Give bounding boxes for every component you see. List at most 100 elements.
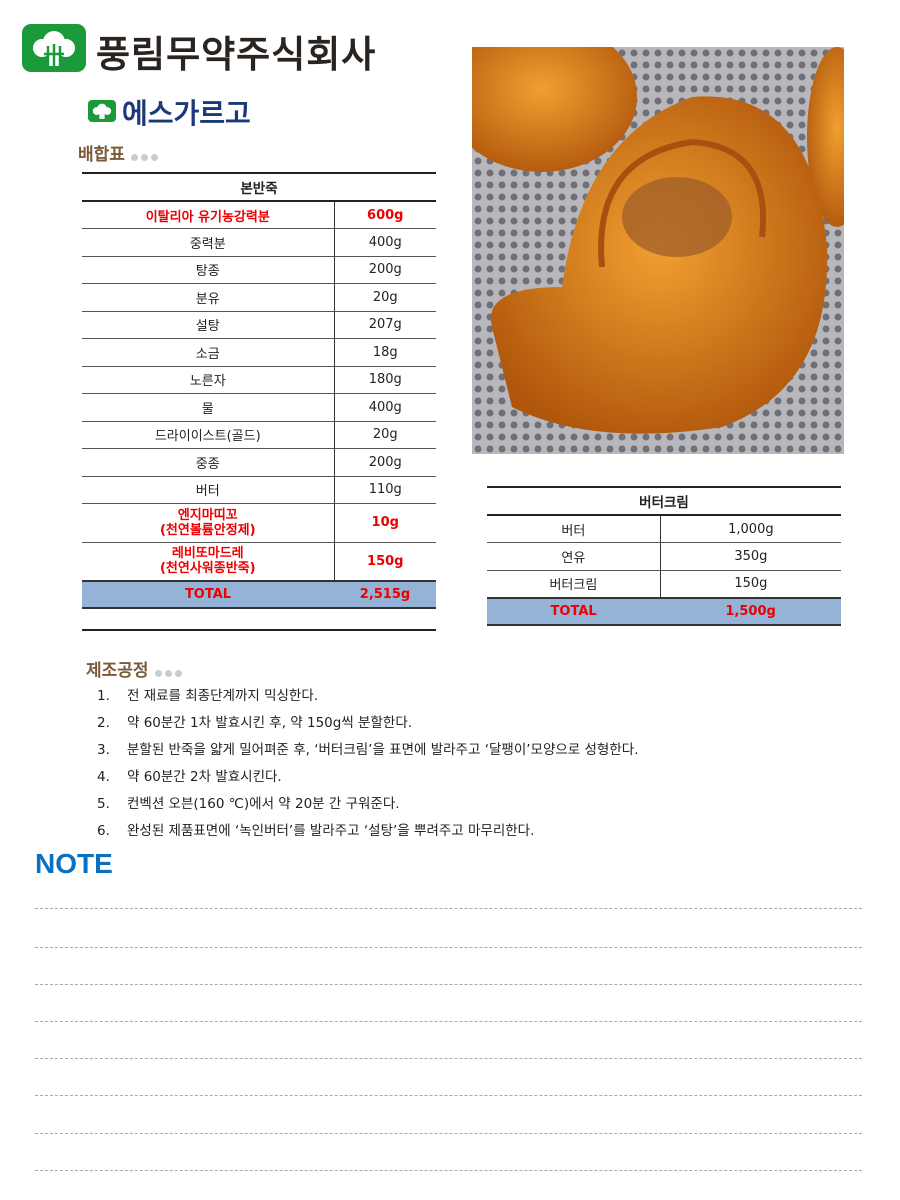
- ingredient-amount: 20g: [334, 283, 436, 312]
- dots-decoration: [154, 662, 185, 682]
- table-row: 노른자 180g: [82, 366, 436, 394]
- process-step: 6. 완성된 제품표면에 ‘녹인버터’를 발라주고 ‘설탕’을 뿌려주고 마무리한…: [97, 821, 639, 848]
- table-row: 중종 200g: [82, 448, 436, 477]
- table-row: 드라이이스트(골드) 20g: [82, 421, 436, 449]
- step-text: 완성된 제품표면에 ‘녹인버터’를 발라주고 ‘설탕’을 뿌려주고 마무리한다.: [127, 823, 535, 839]
- ingredient-label: 소금: [195, 346, 220, 362]
- ingredient-label: 탕종: [195, 264, 220, 280]
- table-row: 버터 110g: [82, 476, 436, 504]
- table-title: 버터크림: [487, 486, 841, 516]
- ingredient-amount: 350g: [660, 542, 841, 571]
- step-number: 5.: [97, 796, 110, 812]
- ingredient-name: 연유: [487, 542, 661, 571]
- note-line: [35, 908, 862, 909]
- table-row: 물 400g: [82, 393, 436, 422]
- ingredient-name: 버터: [487, 515, 661, 543]
- ingredient-label: 물: [201, 401, 214, 417]
- ingredient-amount: 10g: [334, 503, 436, 543]
- step-number: 6.: [97, 823, 110, 839]
- step-text: 분할된 반죽을 얇게 밀어펴준 후, ‘버터크림’을 표면에 발라주고 ‘달팽이…: [127, 742, 639, 758]
- total-row: TOTAL 1,500g: [487, 596, 841, 626]
- ingredient-name: 설탕: [82, 311, 335, 339]
- process-step: 5. 컨벡션 오븐(160 ℃)에서 약 20분 간 구워준다.: [97, 794, 639, 821]
- step-number: 4.: [97, 769, 110, 785]
- ingredient-label: 중종: [195, 456, 220, 472]
- product-title: 에스가르고: [122, 97, 251, 130]
- ingredient-label: 드라이이스트(골드): [154, 429, 261, 445]
- step-text: 약 60분간 1차 발효시킨 후, 약 150g씩 분할한다.: [127, 715, 413, 731]
- ingredient-name: 엔지마띠꼬 (천연볼륨안정제): [82, 503, 335, 543]
- process-step: 2. 약 60분간 1차 발효시킨 후, 약 150g씩 분할한다.: [97, 713, 639, 740]
- table-row: 버터크림 150g: [487, 570, 841, 598]
- step-text: 컨벡션 오븐(160 ℃)에서 약 20분 간 구워준다.: [127, 796, 400, 812]
- table-row: 설탕 207g: [82, 311, 436, 339]
- ingredient-name: 탕종: [82, 256, 335, 284]
- ingredient-amount: 200g: [334, 448, 436, 477]
- table-row: 연유 350g: [487, 542, 841, 571]
- ingredient-amount: 150g: [334, 542, 436, 581]
- note-line: [35, 1021, 862, 1022]
- ingredient-label: 설탕: [195, 319, 220, 335]
- ingredient-label: 중력분: [189, 236, 226, 252]
- recipe-section-heading: 배합표: [78, 140, 161, 166]
- table-row: 이탈리아 유기농강력분 600g: [82, 201, 436, 229]
- note-line: [35, 1170, 862, 1171]
- ingredient-label: 이탈리아 유기농강력분: [145, 209, 270, 225]
- ingredient-amount: 207g: [334, 311, 436, 339]
- ingredient-amount: 600g: [334, 201, 436, 229]
- table-bottom-rule: [82, 629, 436, 631]
- process-step: 4. 약 60분간 2차 발효시킨다.: [97, 767, 639, 794]
- note-line: [35, 984, 862, 985]
- ingredient-amount: 400g: [334, 393, 436, 422]
- ingredient-label: 버터: [561, 523, 586, 539]
- ingredient-sublabel: (천연사워종반죽): [159, 561, 256, 576]
- company-name: 풍림무약주식회사: [96, 33, 377, 76]
- process-section-heading: 제조공정: [86, 656, 185, 682]
- ingredient-amount: 18g: [334, 338, 436, 367]
- product-photo: [472, 47, 844, 454]
- ingredient-name: 버터크림: [487, 570, 661, 598]
- total-amount: 2,515g: [334, 579, 436, 609]
- ingredient-name: 버터: [82, 476, 335, 504]
- step-text: 전 재료를 최종단계까지 믹싱한다.: [127, 688, 319, 704]
- ingredient-name: 중종: [82, 448, 335, 477]
- dots-decoration: [130, 146, 161, 166]
- ingredient-label: 버터크림: [549, 578, 598, 593]
- table-row: 엔지마띠꼬 (천연볼륨안정제) 10g: [82, 503, 436, 543]
- process-step: 1. 전 재료를 최종단계까지 믹싱한다.: [97, 686, 639, 713]
- butter-cream-table: 버터크림 버터 1,000g 연유 350g 버터크림 150g TOTAL 1,500g: [487, 486, 841, 626]
- note-line: [35, 1133, 862, 1134]
- ingredient-name: 소금: [82, 338, 335, 367]
- table-row: 버터 1,000g: [487, 515, 841, 543]
- ingredient-amount: 200g: [334, 256, 436, 284]
- company-logo: [22, 24, 86, 72]
- process-heading-text: 제조공정: [86, 661, 149, 681]
- step-number: 1.: [97, 688, 110, 704]
- total-label: TOTAL: [82, 579, 335, 609]
- ingredient-label: 노른자: [189, 374, 226, 390]
- main-dough-table: 본반죽 이탈리아 유기농강력분 600g 중력분 400g 탕종 200g 분유 20g 설탕 2…: [82, 172, 436, 609]
- recipe-heading-text: 배합표: [78, 145, 125, 165]
- table-row: 중력분 400g: [82, 228, 436, 257]
- ingredient-amount: 400g: [334, 228, 436, 257]
- total-row: TOTAL 2,515g: [82, 579, 436, 609]
- process-step: 3. 분할된 반죽을 얇게 밀어펴준 후, ‘버터크림’을 표면에 발라주고 ‘달…: [97, 740, 639, 767]
- ingredient-name: 물: [82, 393, 335, 422]
- ingredient-amount: 150g: [660, 570, 841, 598]
- table-row: 레비또마드레 (천연사워종반죽) 150g: [82, 542, 436, 581]
- process-steps: 1. 전 재료를 최종단계까지 믹싱한다. 2. 약 60분간 1차 발효시킨 후, …: [97, 686, 639, 848]
- ingredient-name: 노른자: [82, 366, 335, 394]
- ingredient-label: 연유: [561, 550, 586, 566]
- ingredient-name: 중력분: [82, 228, 335, 257]
- ingredient-amount: 110g: [334, 476, 436, 504]
- ingredient-name: 분유: [82, 283, 335, 312]
- ingredient-label: 레비또마드레: [171, 546, 244, 561]
- ingredient-amount: 180g: [334, 366, 436, 394]
- ingredient-label: 엔지마띠꼬: [177, 507, 238, 523]
- total-label: TOTAL: [487, 596, 661, 626]
- ingredient-name: 이탈리아 유기농강력분: [82, 201, 335, 229]
- ingredient-name: 레비또마드레 (천연사워종반죽): [82, 542, 335, 581]
- note-line: [35, 1058, 862, 1059]
- ingredient-name: 드라이이스트(골드): [82, 421, 335, 449]
- ingredient-amount: 1,000g: [660, 515, 841, 543]
